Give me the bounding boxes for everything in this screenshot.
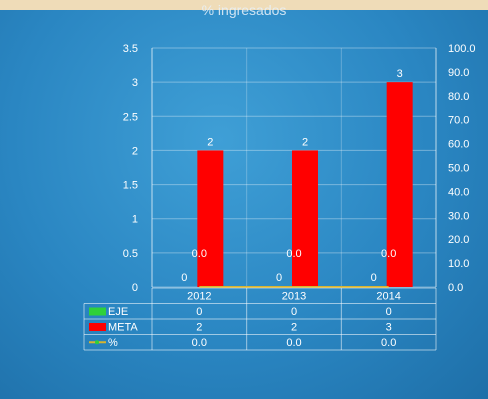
data-label-meta: 2: [207, 136, 213, 148]
data-label-eje: 0: [181, 272, 187, 284]
y2-tick-label: 60.0: [448, 139, 469, 151]
data-label-meta: 3: [397, 68, 403, 80]
table-cell: 2: [196, 322, 202, 334]
y-tick-label: 0.5: [123, 248, 138, 260]
legend-marker-percent: [95, 340, 99, 345]
x-tick-label: 2014: [376, 291, 400, 303]
bar-meta: [292, 150, 318, 287]
table-cell: 0: [386, 306, 392, 318]
data-label-eje: 0: [371, 272, 377, 284]
y-tick-label: 2.5: [123, 111, 138, 123]
table-cell: 0: [196, 306, 202, 318]
data-label-percent: 0.0: [286, 248, 301, 260]
table-cell: 0.0: [286, 337, 301, 349]
data-label-eje: 0: [276, 272, 282, 284]
top-banner-strip: [0, 0, 488, 10]
y-tick-label: 3: [132, 77, 138, 89]
x-tick-label: 2013: [282, 291, 306, 303]
y2-tick-label: 70.0: [448, 115, 469, 127]
y2-tick-label: 20.0: [448, 234, 469, 246]
bar-meta: [197, 150, 224, 287]
y2-tick-label: 100.0: [448, 43, 476, 55]
chart-title: % ingresados: [201, 2, 287, 18]
legend-label: EJE: [108, 306, 128, 318]
y-tick-label: 1: [132, 214, 138, 226]
table-cell: 3: [386, 322, 392, 334]
y-tick-label: 3.5: [123, 43, 138, 55]
legend-key-meta: [89, 323, 106, 331]
data-label-percent: 0.0: [192, 248, 207, 260]
y-tick-label: 2: [132, 145, 138, 157]
data-label-meta: 2: [302, 136, 308, 148]
y2-tick-label: 10.0: [448, 258, 469, 270]
y2-tick-label: 50.0: [448, 163, 469, 175]
legend-key-eje: [89, 307, 106, 316]
legend-label: META: [108, 322, 138, 334]
y-tick-label: 1.5: [123, 180, 138, 192]
table-cell: 0: [291, 306, 297, 318]
y2-tick-label: 40.0: [448, 186, 469, 198]
x-tick-label: 2012: [187, 291, 211, 303]
y2-tick-label: 80.0: [448, 91, 469, 103]
table-cell: 2: [291, 322, 297, 334]
legend-label: %: [108, 337, 118, 349]
y2-tick-label: 30.0: [448, 210, 469, 222]
y-tick-label: 0: [132, 282, 138, 294]
table-cell: 0.0: [381, 337, 396, 349]
data-label-percent: 0.0: [381, 248, 396, 260]
bar-meta: [386, 82, 413, 288]
table-cell: 0.0: [192, 337, 207, 349]
y2-tick-label: 0.0: [448, 282, 463, 294]
y2-tick-label: 90.0: [448, 67, 469, 79]
